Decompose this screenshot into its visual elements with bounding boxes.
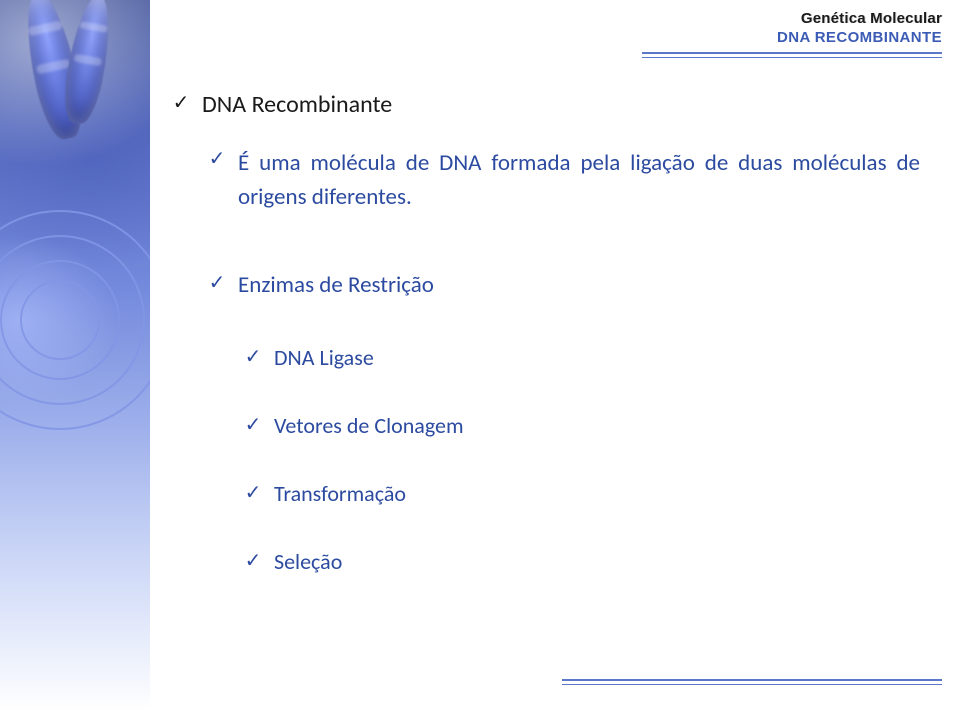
header-rule <box>642 52 942 58</box>
slide: Genética Molecular DNA RECOMBINANTE ✓ DN… <box>0 0 960 711</box>
check-icon: ✓ <box>242 414 264 436</box>
swirl-rings <box>0 210 150 430</box>
bullet-text: Seleção <box>274 548 920 576</box>
paragraph-row: ✓ É uma molécula de DNA formada pela lig… <box>206 146 920 214</box>
slide-header: Genética Molecular DNA RECOMBINANTE <box>777 10 942 46</box>
paragraph-text: É uma molécula de DNA formada pela ligaç… <box>238 146 920 214</box>
bullet-l2: ✓ Vetores de Clonagem <box>242 412 920 440</box>
slide-title: DNA Recombinante <box>202 90 920 120</box>
header-line1: Genética Molecular <box>777 10 942 27</box>
check-icon: ✓ <box>242 482 264 504</box>
check-icon: ✓ <box>206 272 228 294</box>
footer-rule <box>562 679 942 685</box>
bullet-text: DNA Ligase <box>274 344 920 372</box>
check-icon: ✓ <box>206 148 228 170</box>
left-decor-band <box>0 0 150 711</box>
title-row: ✓ DNA Recombinante <box>170 90 920 120</box>
bullet-l2: ✓ DNA Ligase <box>242 344 920 372</box>
check-icon: ✓ <box>242 346 264 368</box>
rule-bar <box>642 57 942 58</box>
check-icon: ✓ <box>170 92 192 114</box>
bullet-text: Transformação <box>274 480 920 508</box>
bullet-l2: ✓ Seleção <box>242 548 920 576</box>
bullet-text: Vetores de Clonagem <box>274 412 920 440</box>
rule-bar <box>562 684 942 685</box>
check-icon: ✓ <box>242 550 264 572</box>
header-line2: DNA RECOMBINANTE <box>777 29 942 46</box>
ring <box>20 280 100 360</box>
bullet-text: Enzimas de Restrição <box>238 270 920 300</box>
bullet-l1: ✓ Enzimas de Restrição <box>206 270 920 300</box>
bullet-l2: ✓ Transformação <box>242 480 920 508</box>
content-area: ✓ DNA Recombinante ✓ É uma molécula de D… <box>170 90 920 671</box>
